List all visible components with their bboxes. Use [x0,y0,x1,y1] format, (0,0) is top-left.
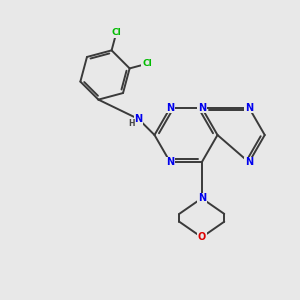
Text: N: N [166,103,174,113]
Text: Cl: Cl [111,28,121,38]
Text: N: N [166,157,174,167]
Text: N: N [134,114,143,124]
Text: N: N [245,103,253,113]
Text: O: O [198,232,206,242]
Text: N: N [198,193,206,203]
Text: Cl: Cl [142,59,152,68]
Text: H: H [128,119,134,128]
Text: N: N [245,157,253,167]
Text: N: N [198,103,206,113]
